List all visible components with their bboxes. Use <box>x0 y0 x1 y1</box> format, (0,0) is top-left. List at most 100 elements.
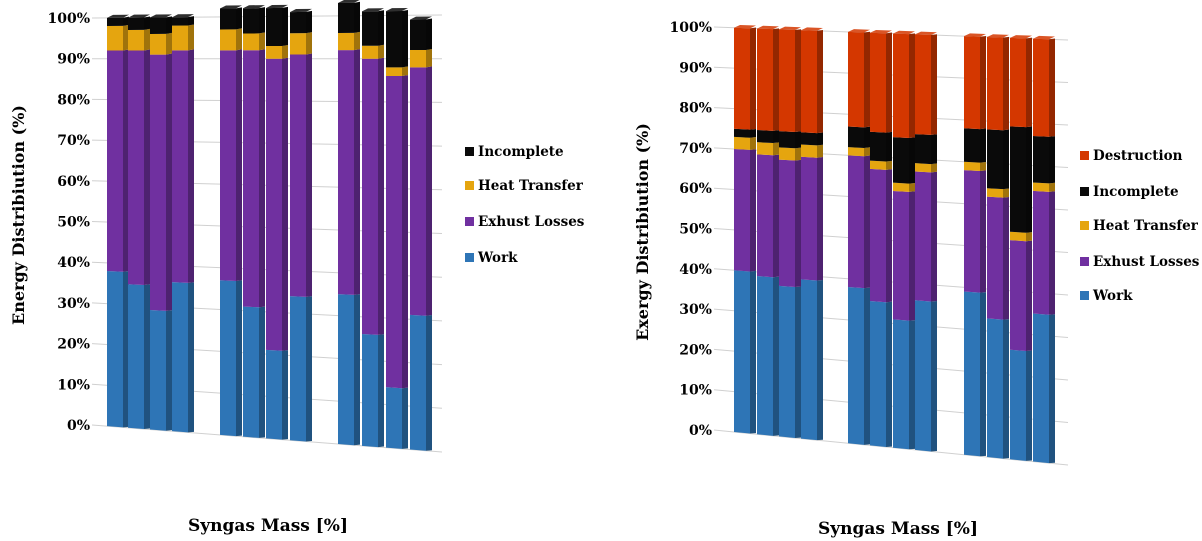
bar-segment-side <box>354 31 360 51</box>
bar-segment-side <box>909 320 915 450</box>
legend-swatch <box>1080 187 1089 196</box>
bar-stack <box>757 25 779 436</box>
bar-stack <box>893 30 915 450</box>
bar-segment-side <box>282 57 288 351</box>
bar-segment-exhust-losses <box>915 171 931 302</box>
bar-segment-side <box>773 154 779 278</box>
bar-segment-heat-transfer <box>150 33 166 55</box>
bar-top-cap <box>128 14 150 18</box>
bar-segment-side <box>166 310 172 431</box>
bar-segment-side <box>1049 136 1055 184</box>
bar-segment-destruction <box>757 28 773 131</box>
bar-segment-exhust-losses <box>1033 190 1049 315</box>
bar-segment-incomplete <box>734 128 750 138</box>
bar-segment-side <box>750 27 756 130</box>
y-tick-label: 80% <box>57 92 90 108</box>
bar-segment-side <box>282 44 288 59</box>
bar-segment-heat-transfer <box>172 25 188 51</box>
bar-segment-exhust-losses <box>801 156 817 281</box>
y-tick-label: 50% <box>57 215 90 231</box>
bar-segment-side <box>259 49 265 308</box>
bar-stack <box>266 4 288 440</box>
legend-swatch <box>1080 257 1089 266</box>
bar-segment-heat-transfer <box>362 45 378 59</box>
bar-segment-exhust-losses <box>893 190 909 321</box>
bar-segment-work <box>128 284 144 430</box>
legend-label: Work <box>1092 288 1133 304</box>
bar-stack <box>801 27 823 441</box>
bar-segment-exhust-losses <box>128 50 144 286</box>
bar-segment-exhust-losses <box>987 196 1003 320</box>
bar-segment-destruction <box>779 29 795 132</box>
bar-stack <box>338 0 360 446</box>
bar-top-cap <box>386 7 408 12</box>
bar-top-cap <box>870 29 892 34</box>
bars <box>107 0 432 451</box>
y-axis-label: Exergy Distribiution (%) <box>633 123 652 341</box>
legend-item: Incomplete <box>465 144 564 160</box>
bar-segment-heat-transfer <box>1033 182 1049 192</box>
bar-segment-side <box>886 131 892 162</box>
bar-segment-incomplete <box>290 11 306 34</box>
y-axis-label: Energy Distribiution (%) <box>9 105 28 325</box>
y-tick-label: 100% <box>47 11 90 27</box>
bar-segment-side <box>426 48 432 68</box>
bar-segment-incomplete <box>362 11 378 46</box>
legend: Incomplete Heat Transfer Exhust Losses Work <box>465 144 585 266</box>
bar-segment-exhust-losses <box>172 50 188 283</box>
bar-segment-side <box>259 7 265 34</box>
bar-segment-side <box>166 32 172 55</box>
bar-segment-incomplete <box>964 128 980 163</box>
bar-segment-side <box>864 31 870 128</box>
bar-segment-incomplete <box>266 7 282 47</box>
bar-segment-side <box>909 137 915 184</box>
bar-segment-exhust-losses <box>964 170 980 293</box>
bar-segment-side <box>188 16 194 26</box>
y-tick-label: 90% <box>57 52 90 68</box>
bar-segment-destruction <box>1033 38 1049 137</box>
bar-segment-side <box>795 147 801 161</box>
bar-segment-side <box>817 30 823 134</box>
bar-segment-incomplete <box>848 126 864 148</box>
bar-segment-exhust-losses <box>779 159 795 288</box>
bar-segment-heat-transfer <box>848 147 864 157</box>
legend-label: Exhust Losses <box>1093 254 1200 270</box>
bar-top-cap <box>801 27 823 31</box>
legend: Destruction Incomplete Heat Transfer Exhust… <box>1080 148 1200 304</box>
bar-stack <box>362 8 384 448</box>
legend-item: Work <box>465 250 518 266</box>
bar-top-cap <box>150 14 172 18</box>
bar-segment-side <box>931 300 937 452</box>
bar-segment-work <box>757 276 773 436</box>
bar-segment-side <box>236 28 242 51</box>
y-tick-label: 70% <box>679 141 712 157</box>
bar-segment-side <box>980 35 986 130</box>
bar-segment-destruction <box>1010 37 1026 128</box>
bar-segment-side <box>1049 38 1055 137</box>
bar-segment-side <box>909 33 915 138</box>
bar-segment-exhust-losses <box>386 75 402 389</box>
bar-segment-side <box>931 134 937 165</box>
bar-top-cap <box>172 14 194 18</box>
bar-segment-incomplete <box>107 17 123 27</box>
bar-stack <box>734 24 756 434</box>
bar-segment-side <box>750 149 756 272</box>
legend-swatch <box>1080 221 1089 230</box>
y-tick-label: 60% <box>679 181 712 197</box>
legend-item: Exhust Losses <box>465 214 585 230</box>
bar-segment-incomplete <box>172 17 188 26</box>
bar-segment-heat-transfer <box>290 33 306 55</box>
bar-segment-side <box>426 315 432 451</box>
bar-segment-side <box>144 28 150 51</box>
bar-top-cap <box>779 26 801 30</box>
bar-segment-incomplete <box>338 2 354 34</box>
bar-segment-work <box>150 310 166 431</box>
bar-segment-side <box>123 270 129 428</box>
bar-top-cap <box>266 4 288 9</box>
bar-stack <box>410 16 432 451</box>
bar-segment-work <box>220 280 236 437</box>
bar-segment-side <box>306 32 312 55</box>
bar-segment-exhust-losses <box>362 58 378 335</box>
bar-segment-side <box>1049 314 1055 464</box>
legend-label: Exhust Losses <box>478 214 585 230</box>
